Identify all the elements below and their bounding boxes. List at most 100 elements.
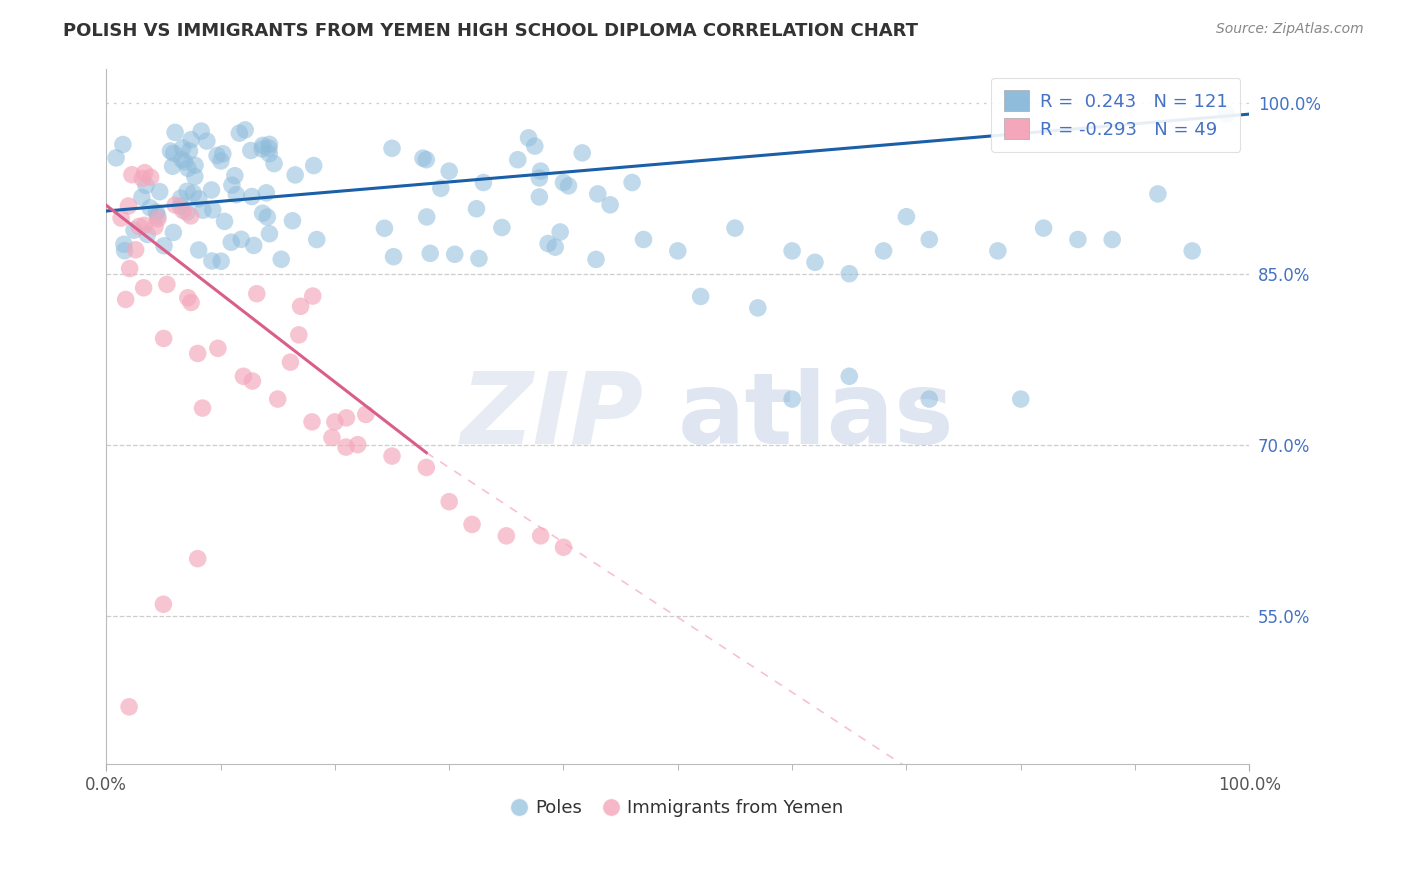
Point <box>335 440 357 454</box>
Point <box>321 431 343 445</box>
Point <box>132 281 155 295</box>
Point <box>259 137 281 152</box>
Point <box>200 183 222 197</box>
Point <box>1215 107 1237 121</box>
Point <box>290 299 312 313</box>
Point <box>180 209 202 223</box>
Point <box>430 181 453 195</box>
Point <box>284 168 307 182</box>
Point <box>124 243 146 257</box>
Point <box>780 244 803 258</box>
Point <box>240 189 263 203</box>
Point <box>381 449 404 463</box>
Point <box>152 331 174 345</box>
Point <box>495 529 517 543</box>
Point <box>557 178 579 193</box>
Text: Source: ZipAtlas.com: Source: ZipAtlas.com <box>1216 22 1364 37</box>
Point <box>465 202 488 216</box>
Point <box>621 176 644 190</box>
Point <box>114 293 136 307</box>
Point <box>689 289 711 303</box>
Point <box>544 240 567 254</box>
Point <box>382 250 405 264</box>
Point <box>143 219 166 234</box>
Point <box>159 144 181 158</box>
Point <box>987 244 1010 258</box>
Point <box>184 169 207 184</box>
Point <box>529 190 551 204</box>
Point <box>128 219 150 234</box>
Point <box>585 252 607 267</box>
Text: ZIP: ZIP <box>461 368 644 465</box>
Point <box>165 198 187 212</box>
Point <box>187 192 209 206</box>
Point <box>1067 232 1090 246</box>
Point <box>139 201 162 215</box>
Point <box>207 341 229 355</box>
Point <box>180 295 202 310</box>
Point <box>437 164 460 178</box>
Point <box>180 133 202 147</box>
Point <box>112 237 135 252</box>
Point <box>231 232 253 246</box>
Point <box>530 164 553 178</box>
Point <box>145 205 167 219</box>
Point <box>239 144 262 158</box>
Point <box>259 227 281 241</box>
Point <box>134 166 156 180</box>
Point <box>121 168 143 182</box>
Point <box>443 247 465 261</box>
Point <box>1147 186 1170 201</box>
Point <box>346 438 368 452</box>
Legend: Poles, Immigrants from Yemen: Poles, Immigrants from Yemen <box>505 792 851 824</box>
Point <box>257 141 280 155</box>
Point <box>187 243 209 257</box>
Point <box>872 244 894 258</box>
Point <box>118 699 141 714</box>
Point <box>252 138 274 153</box>
Point <box>232 369 254 384</box>
Point <box>571 145 593 160</box>
Point <box>323 415 346 429</box>
Point <box>162 226 184 240</box>
Point <box>195 134 218 148</box>
Point <box>181 186 204 201</box>
Point <box>209 254 232 268</box>
Point <box>139 170 162 185</box>
Point <box>135 178 157 193</box>
Point <box>225 187 247 202</box>
Point <box>201 202 224 217</box>
Point <box>219 235 242 250</box>
Point <box>177 291 200 305</box>
Point <box>228 126 250 140</box>
Point <box>214 214 236 228</box>
Point <box>724 221 747 235</box>
Point <box>179 144 201 158</box>
Point <box>419 246 441 260</box>
Point <box>146 209 169 223</box>
Point <box>1181 244 1204 258</box>
Point <box>242 374 264 388</box>
Point <box>173 155 195 169</box>
Point <box>170 153 193 167</box>
Point <box>176 184 198 198</box>
Point <box>114 244 136 258</box>
Point <box>177 161 200 176</box>
Point <box>537 236 560 251</box>
Point <box>190 124 212 138</box>
Point <box>267 392 290 406</box>
Point <box>270 252 292 267</box>
Point <box>169 199 191 213</box>
Point <box>256 210 278 224</box>
Point <box>146 211 169 226</box>
Point <box>548 225 571 239</box>
Point <box>187 551 209 566</box>
Point <box>172 141 194 155</box>
Point <box>437 494 460 508</box>
Point <box>491 220 513 235</box>
Point <box>301 289 323 303</box>
Point <box>1101 232 1123 246</box>
Point <box>918 232 941 246</box>
Point <box>163 146 186 161</box>
Point <box>252 206 274 220</box>
